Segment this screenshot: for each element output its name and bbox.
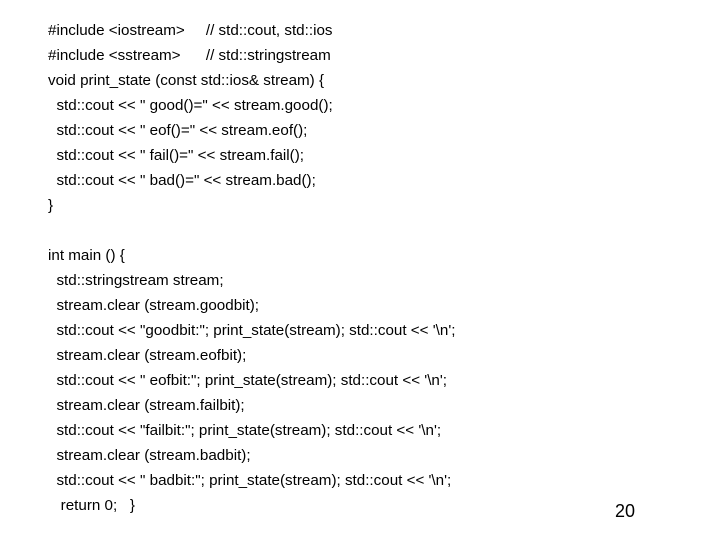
code-listing: #include <iostream> // std::cout, std::i… — [0, 0, 720, 518]
page-number: 20 — [615, 501, 635, 522]
